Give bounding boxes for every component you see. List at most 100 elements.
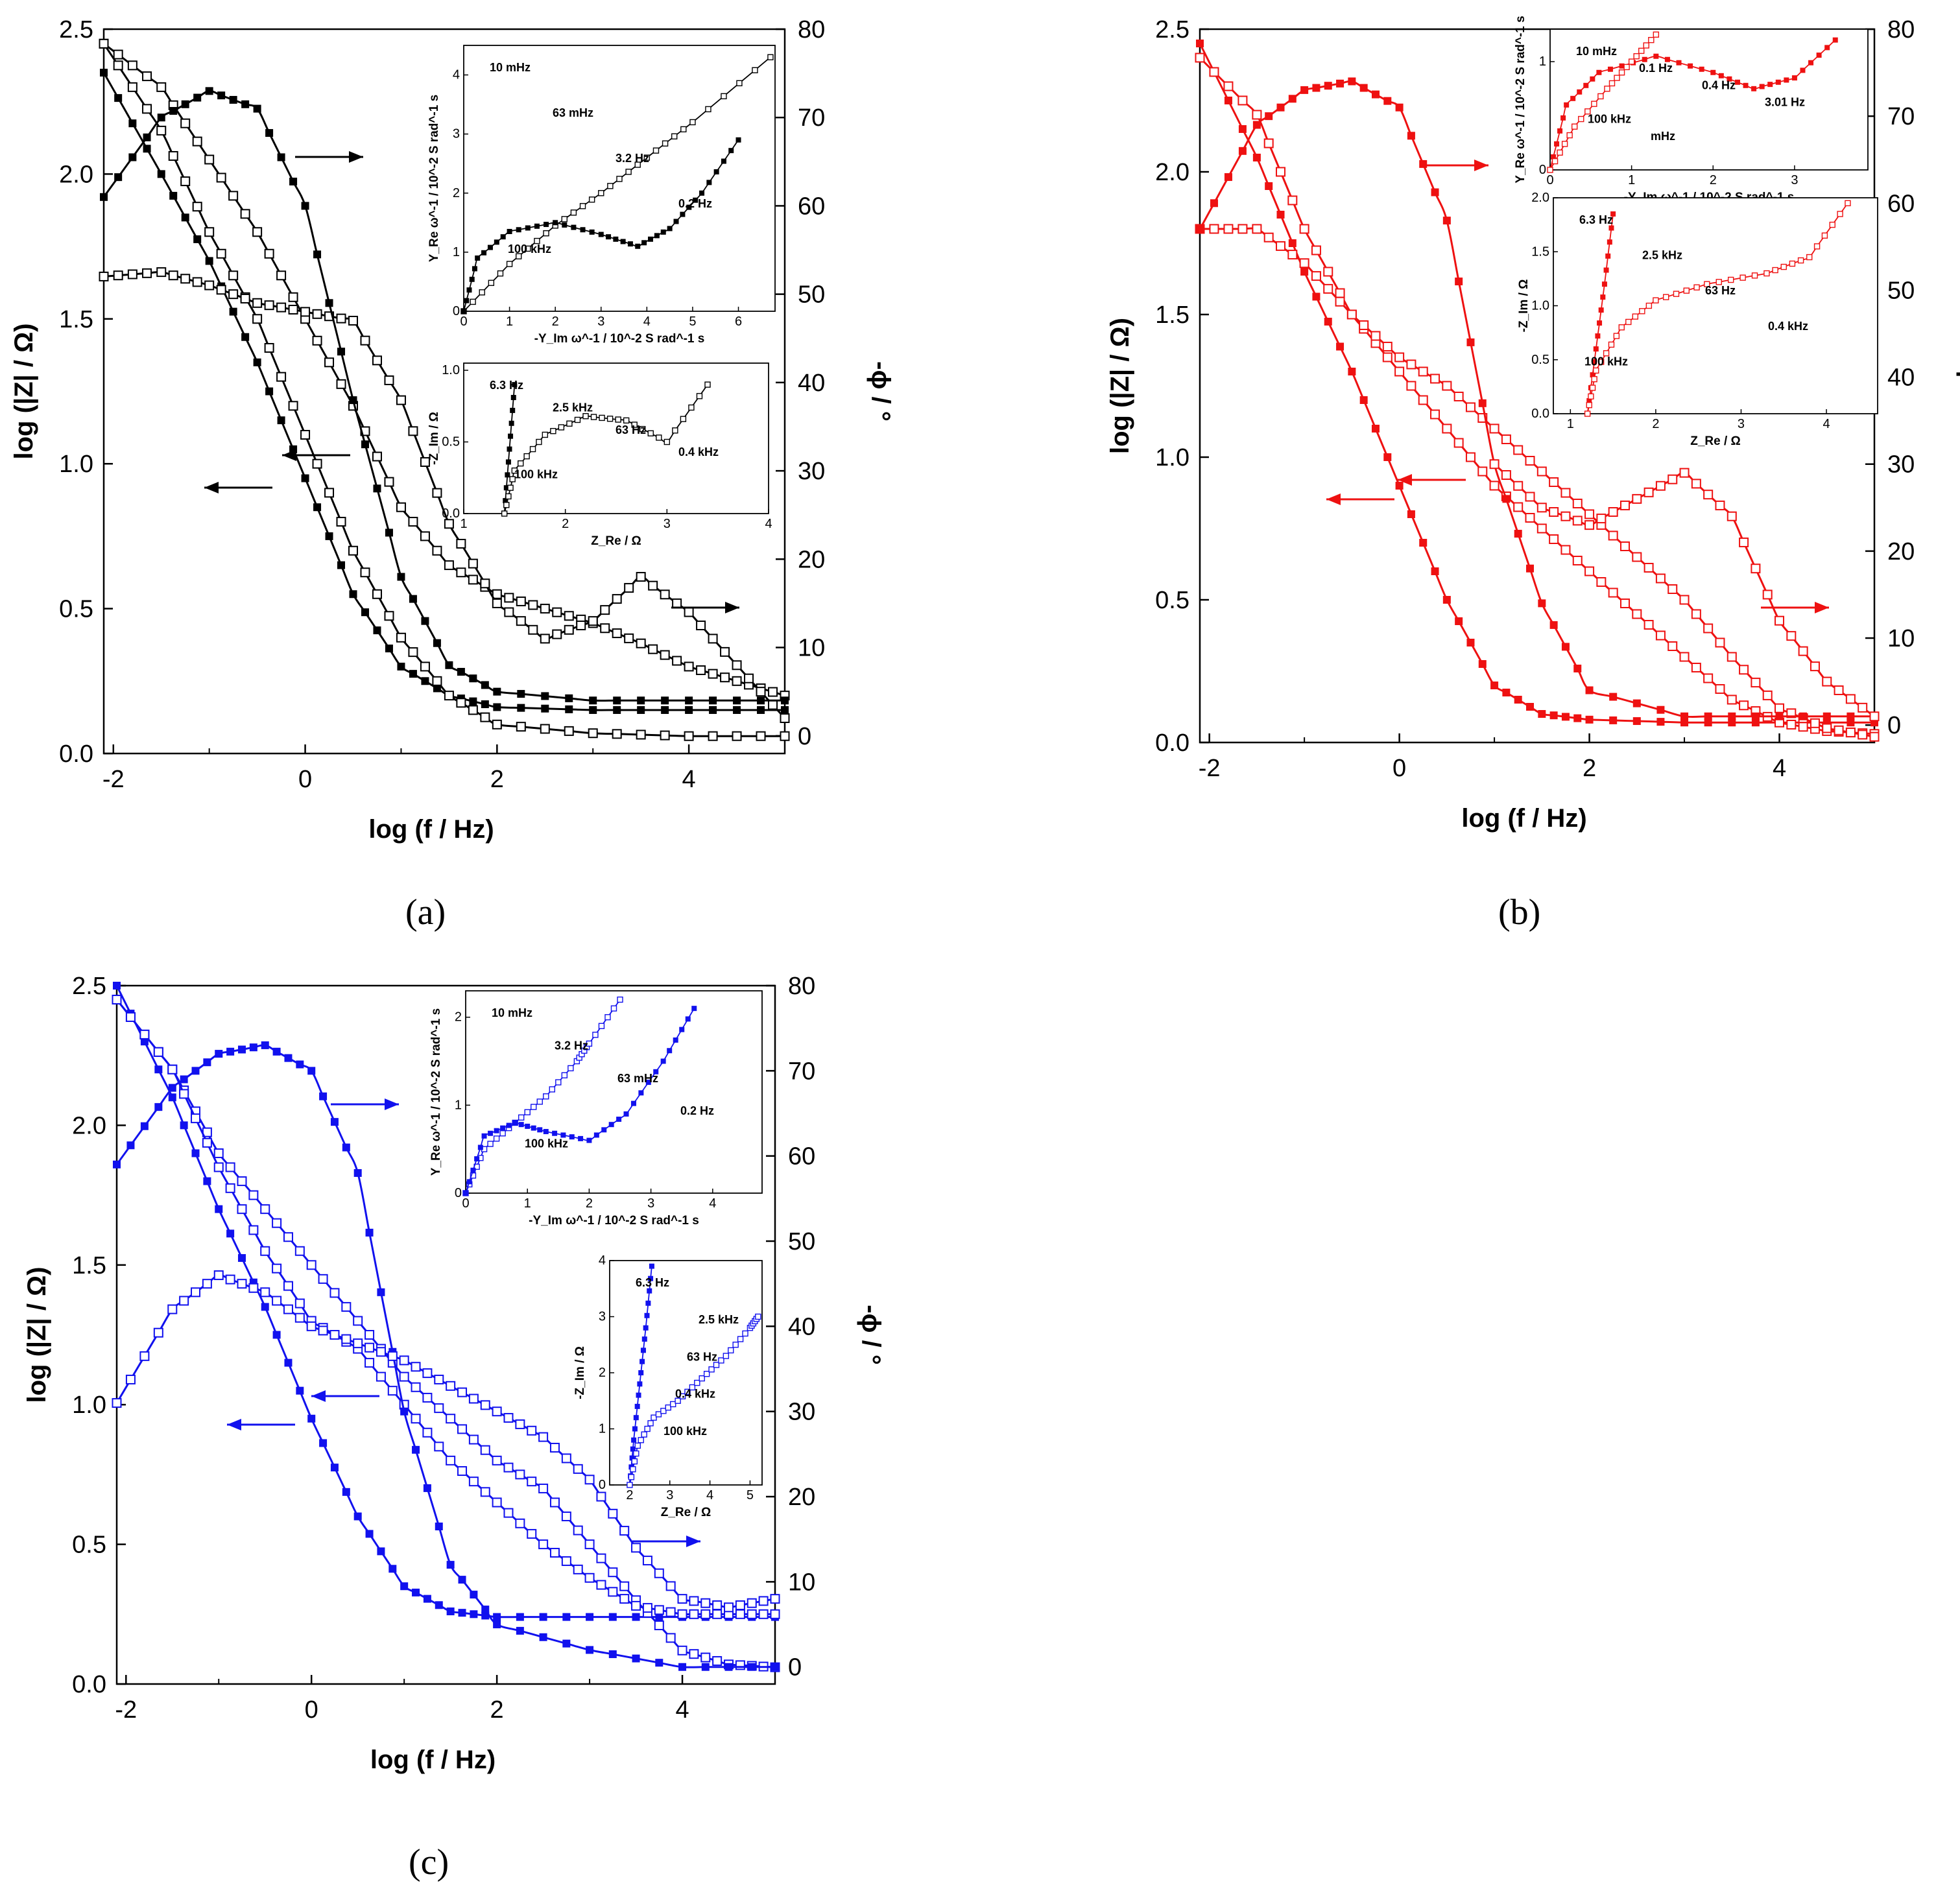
inset-y-tick-label: 0 [599, 1478, 606, 1492]
inset-y-tick-label: 4 [599, 1253, 606, 1268]
inset-data-point [1605, 253, 1611, 259]
inset-data-point [1693, 284, 1700, 291]
inset-data-point [1591, 101, 1597, 107]
inset-data-point [1715, 279, 1722, 285]
data-point [541, 704, 549, 713]
data-point [204, 280, 215, 291]
data-point [642, 1603, 652, 1613]
data-point [1324, 318, 1332, 326]
inset-data-point [686, 204, 692, 210]
data-point [720, 647, 730, 657]
inset-data-point [644, 1425, 651, 1432]
data-point [264, 342, 274, 353]
data-point [677, 1645, 687, 1655]
data-point [385, 645, 393, 653]
data-point [756, 731, 766, 741]
inset-data-point [598, 1023, 605, 1029]
data-point [1703, 490, 1714, 500]
inset-data-point [552, 1130, 558, 1136]
data-point [468, 1394, 479, 1404]
inset-data-point [1608, 80, 1616, 87]
data-point [654, 1605, 664, 1615]
inset-data-point [708, 1366, 715, 1373]
x-axis-label: log (f / Hz) [1461, 804, 1586, 833]
data-point [1223, 224, 1234, 234]
data-point [193, 93, 202, 102]
inset-data-point [503, 485, 509, 491]
inset-data-point [488, 279, 495, 286]
data-point [284, 1054, 293, 1062]
data-point [1798, 646, 1808, 656]
inset-data-point [1577, 89, 1583, 95]
data-point [700, 1598, 711, 1608]
inset-y-tick-label: 0 [453, 304, 460, 318]
data-point [1299, 258, 1309, 268]
data-point [493, 1620, 501, 1629]
data-point [1538, 710, 1546, 718]
data-point [353, 1512, 362, 1521]
data-point [216, 172, 226, 183]
data-point [336, 313, 346, 324]
plot-frame [102, 28, 786, 755]
data-point [600, 605, 610, 615]
data-point [493, 703, 501, 711]
data-point [481, 700, 489, 709]
data-point [226, 1047, 235, 1056]
inset-data-point [494, 1128, 499, 1133]
inset-data-point [1560, 115, 1566, 121]
inset-freq-label: 2.5 kHz [1642, 249, 1682, 262]
x-tick-label: -2 [102, 766, 125, 793]
data-point [1655, 573, 1666, 584]
data-point [337, 561, 346, 569]
data-point [376, 1371, 386, 1382]
data-point [140, 1122, 149, 1130]
inset-data-point [628, 1474, 635, 1480]
inset-y-tick-label: 2 [455, 1010, 462, 1025]
y-tick-label: 2.5 [59, 16, 93, 43]
inset-data-point [688, 404, 695, 411]
data-point [353, 1338, 363, 1349]
data-point [143, 133, 151, 141]
inset-x-tick-label: 0 [1546, 173, 1553, 187]
data-point [361, 608, 369, 617]
data-point [1265, 182, 1273, 190]
inset-data-point [1791, 75, 1797, 81]
chart-c: -2 0 2 40.00.51.01.52.02.501020304050607080… [23, 973, 885, 1774]
inset-data-point [613, 236, 619, 242]
data-point [1822, 676, 1832, 687]
x-tick-label: 4 [682, 766, 696, 793]
inset-data-point [1643, 42, 1649, 49]
inset-freq-label: 2.5 kHz [699, 1313, 739, 1326]
data-point [1549, 534, 1559, 544]
data-point [202, 1137, 212, 1148]
data-point [272, 1218, 282, 1228]
data-point [1406, 359, 1416, 370]
data-point [1419, 539, 1428, 547]
data-point [114, 173, 123, 182]
data-point [1431, 567, 1439, 575]
data-point [294, 1298, 305, 1309]
data-point [168, 150, 178, 161]
inset-data-point [667, 1048, 673, 1054]
data-point [408, 647, 418, 658]
data-point [540, 724, 550, 734]
y-tick-label: 0.5 [1155, 587, 1189, 614]
data-point [1418, 366, 1428, 377]
data-point [1549, 477, 1559, 487]
inset-x-tick-label: 1 [1567, 417, 1574, 431]
data-point [539, 1633, 547, 1641]
inset-x-tick-label: 2 [1652, 417, 1659, 431]
data-point [349, 396, 357, 405]
data-point [696, 665, 706, 676]
inset-y-tick-label: 3 [453, 127, 460, 141]
inset-data-point [1813, 243, 1821, 250]
data-point [685, 706, 693, 714]
inset-data-point [529, 445, 536, 453]
data-point [677, 1594, 687, 1604]
data-point [469, 697, 477, 706]
series-markers-4 [112, 1270, 780, 1613]
data-point [1525, 492, 1535, 502]
inset-freq-label: 100 kHz [525, 1137, 568, 1150]
data-point [156, 82, 167, 92]
y-tick-label: 1.0 [59, 451, 93, 478]
